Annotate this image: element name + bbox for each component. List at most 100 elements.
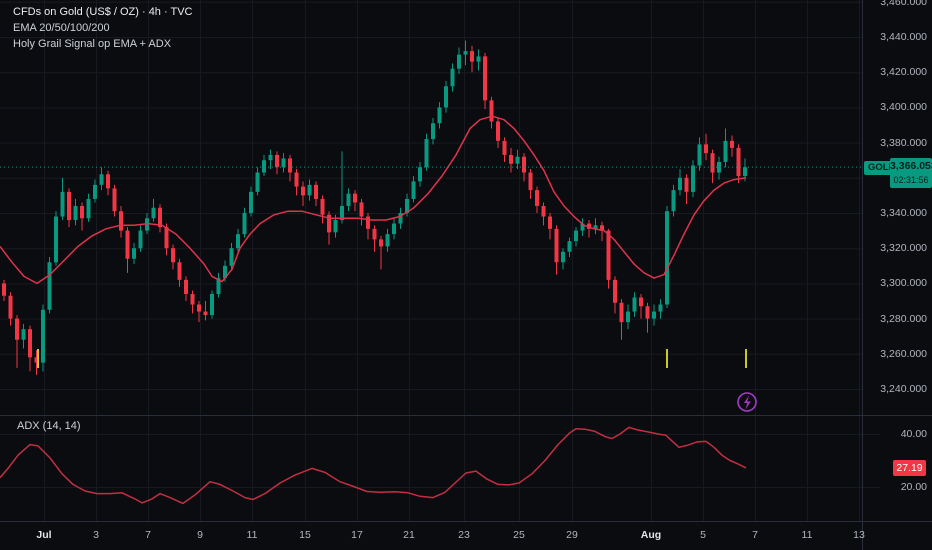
candle-body xyxy=(736,147,741,177)
adx-axis-label: 40.00 xyxy=(900,428,927,440)
price-axis-label: 3,400.000 xyxy=(880,101,927,114)
candle-body xyxy=(28,329,32,358)
candle-body xyxy=(359,202,364,217)
time-axis-label: 5 xyxy=(700,529,706,541)
candle-body xyxy=(158,207,162,228)
time-axis-label: 9 xyxy=(197,529,203,541)
gridlines xyxy=(0,0,880,521)
candle-body xyxy=(106,174,110,189)
candle-body xyxy=(483,56,487,101)
candle-body xyxy=(515,156,520,164)
bar-countdown: 02:31:56 xyxy=(893,175,929,185)
candle-body xyxy=(580,223,585,231)
candle-body xyxy=(320,198,325,215)
candle-body xyxy=(125,230,130,259)
candle-body xyxy=(47,262,52,310)
candle-body xyxy=(93,184,97,199)
candle-body xyxy=(717,161,721,173)
legend-symbol-title[interactable]: CFDs on Gold (US$ / OZ) · 4h · TVC xyxy=(13,6,193,18)
candle-body xyxy=(242,213,247,235)
candle-body xyxy=(476,56,481,62)
candle-body xyxy=(171,248,175,263)
candle-body xyxy=(268,154,273,161)
candle-body xyxy=(60,191,65,217)
candle-body xyxy=(418,167,422,182)
adx-axis-label: 20.00 xyxy=(900,481,927,493)
price-axis-label: 3,420.000 xyxy=(880,66,927,79)
candle-body xyxy=(567,241,572,252)
candle-body xyxy=(138,230,143,249)
price-axis-label: 3,280.000 xyxy=(880,312,927,325)
candle-body xyxy=(2,283,6,296)
price-axis-label: 3,440.000 xyxy=(880,31,927,43)
time-axis-label: 21 xyxy=(403,529,415,541)
signal-lightning-icon[interactable] xyxy=(737,392,757,412)
candle-body xyxy=(626,311,630,323)
candle-body xyxy=(34,357,39,363)
candle-body xyxy=(658,304,663,312)
candle-body xyxy=(366,216,370,229)
ema-line xyxy=(0,115,747,285)
candle-body xyxy=(424,139,429,168)
candle-body xyxy=(372,228,377,240)
candle-body xyxy=(288,158,292,173)
candle-body xyxy=(678,177,682,191)
candle-body xyxy=(86,198,91,219)
time-axis-label: 25 xyxy=(513,529,525,541)
candle-body xyxy=(80,205,84,219)
candle-body xyxy=(223,265,227,279)
candle-body xyxy=(294,172,299,187)
time-axis-label: 11 xyxy=(801,529,813,541)
price-axis-label: 3,460.000 xyxy=(880,0,927,8)
candle-body xyxy=(333,220,338,233)
legend-indicator-holy-grail[interactable]: Holy Grail Signal op EMA + ADX xyxy=(13,38,172,50)
candle-body xyxy=(665,211,669,305)
candle-body xyxy=(697,144,702,166)
candle-body xyxy=(73,205,78,221)
candle-body xyxy=(639,297,643,307)
candle-body xyxy=(197,304,201,312)
candle-body xyxy=(470,51,474,62)
time-axis-label: 15 xyxy=(299,529,311,541)
candle-body xyxy=(8,295,13,319)
candle-body xyxy=(561,251,565,263)
candle-body xyxy=(151,207,156,219)
time-axis-label: Aug xyxy=(640,529,662,541)
candle-body xyxy=(554,228,559,263)
candle-body xyxy=(723,140,728,162)
adx-line xyxy=(0,426,747,505)
candle-body xyxy=(21,329,26,340)
price-axis-label: 3,320.000 xyxy=(880,242,927,255)
candle-body xyxy=(606,230,611,280)
legend-indicator-adx[interactable]: ADX (14, 14) xyxy=(17,420,81,432)
candle-body xyxy=(671,190,676,212)
candle-body xyxy=(275,154,279,168)
time-axis-label: 13 xyxy=(853,529,865,541)
candle-body xyxy=(541,205,546,217)
legend-indicator-ema[interactable]: EMA 20/50/100/200 xyxy=(13,22,110,34)
price-axis-label: 3,380.000 xyxy=(880,136,927,149)
candle-body xyxy=(164,227,169,249)
candle-body xyxy=(392,223,396,235)
candle-body xyxy=(613,279,617,303)
candle-body xyxy=(281,158,286,168)
candle-body xyxy=(132,248,136,259)
candle-body xyxy=(437,107,442,124)
candle-body xyxy=(340,205,344,221)
candle-body xyxy=(411,181,416,199)
candle-body xyxy=(463,51,468,55)
candle-body xyxy=(730,140,734,148)
time-axis-label: 11 xyxy=(246,529,258,541)
price-axis-label: 3,340.000 xyxy=(880,207,927,219)
candle-body xyxy=(177,262,182,280)
candle-body xyxy=(203,311,208,316)
time-axis-label: 23 xyxy=(458,529,470,541)
time-axis-label: 7 xyxy=(145,529,151,541)
candle-body xyxy=(210,293,214,316)
candle-body xyxy=(509,154,513,164)
candle-body xyxy=(684,177,689,192)
price-axis-label: 3,300.000 xyxy=(880,277,927,290)
candle-body xyxy=(346,193,351,206)
